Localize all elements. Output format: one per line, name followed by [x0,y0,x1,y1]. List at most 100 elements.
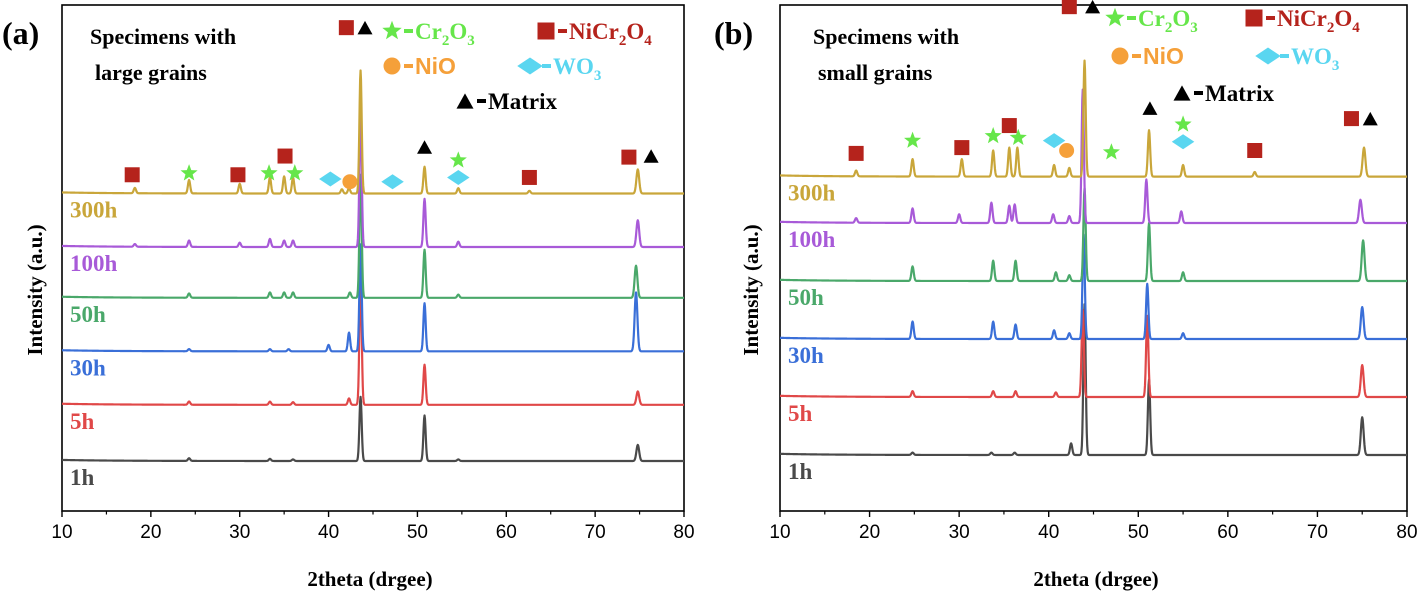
marker-triangle-icon [1085,0,1101,14]
legend-square-icon [1245,9,1263,27]
marker-square-icon [521,169,537,185]
series-line-300h [61,69,685,195]
series-label-30h: 30h [70,355,106,380]
series-label-1h: 1h [70,465,95,490]
legend-dash [404,29,413,33]
marker-square-icon [1343,111,1359,127]
legend-dash [1280,54,1289,58]
panel-b-legend: Cr2O3 NiCr2O4 NiO WO3 Matrix [1105,6,1360,106]
panel-a: (a) Intensity (a.u.) 2theta (drgee) Spec… [2,4,695,591]
panel-b-plot-area: 10 20 30 40 50 60 70 80 1h 5h 30h 50h 100h 300h [769,0,1418,543]
x-tick-label: 10 [769,522,790,543]
series-label-5h: 5h [70,409,95,434]
marker-square-icon [1001,118,1017,134]
marker-diamond-icon [447,169,470,185]
marker-square-icon [954,140,970,156]
legend-circle-icon [383,57,401,75]
series-label-30h: 30h [788,343,824,368]
marker-circle-icon [1059,143,1075,158]
legend-dash [1266,16,1275,20]
series-line-30h [779,233,1408,341]
marker-star-icon [984,127,1002,144]
series-label-300h: 300h [70,198,118,223]
legend-diamond-icon [1255,47,1281,65]
x-tick-label: 50 [407,522,428,543]
legend-label-diamond: WO3 [1291,44,1339,74]
series-line-100h [61,106,685,249]
panel-b-title-line2: small grains [818,60,933,85]
series-line-50h [779,187,1408,283]
x-tick-label: 30 [949,522,970,543]
marker-square-icon [848,145,864,161]
marker-square-icon [230,167,246,183]
legend-label-star: Cr2O3 [1138,6,1198,36]
x-tick-label: 20 [859,522,880,543]
marker-triangle-icon [1362,111,1378,126]
series-line-100h [779,88,1408,225]
panel-a-plot-area: 10 20 30 40 50 60 70 80 1h 5h 30h 50h 100h 300h [51,4,695,543]
legend-dash [1127,16,1136,20]
legend-triangle-icon [456,93,474,109]
legend-label-diamond: WO3 [553,54,601,84]
legend-label-square: NiCr2O4 [1277,6,1360,36]
x-tick-label: 70 [585,522,606,543]
x-tick-label: 40 [1038,522,1059,543]
marker-diamond-icon [319,171,342,187]
marker-triangle-icon [417,140,433,154]
marker-circle-icon [342,174,358,190]
marker-triangle-icon [1142,101,1158,115]
legend-star-icon [1105,7,1125,27]
marker-triangle-icon [643,149,659,163]
panel-b-xlabel: 2theta (drgee) [1033,567,1158,591]
legend-dash [542,64,551,68]
legend-label-square: NiCr2O4 [569,19,652,49]
marker-star-icon [904,131,922,148]
x-tick-label: 60 [496,522,517,543]
marker-diamond-icon [381,174,404,190]
x-tick-label: 30 [229,522,250,543]
marker-triangle-icon [357,20,373,35]
x-tick-label: 50 [1128,522,1149,543]
legend-dash [404,64,413,68]
series-label-50h: 50h [70,302,106,327]
marker-square-icon [124,167,140,183]
legend-label-triangle: Matrix [1205,81,1274,106]
legend-circle-icon [1111,47,1129,65]
marker-star-icon [260,164,278,181]
marker-star-icon [1174,115,1192,132]
series-label-300h: 300h [788,181,836,206]
panel-a-label: (a) [2,15,39,51]
series-label-100h: 100h [70,251,118,276]
legend-label-circle: NiO [415,53,456,79]
x-tick-label: 80 [1396,522,1417,543]
x-tick-label: 20 [140,522,161,543]
series-line-30h [61,243,685,353]
series-line-5h [61,275,685,406]
panel-a-xlabel: 2theta (drgee) [307,567,432,591]
marker-square-icon [621,149,637,165]
x-tick-label: 80 [673,522,694,543]
panel-b-ylabel: Intensity (a.u.) [739,224,763,355]
marker-square-icon [1061,0,1077,15]
legend-triangle-icon [1173,85,1191,101]
legend-square-icon [537,22,555,40]
series-line-5h [779,308,1408,399]
series-label-50h: 50h [788,285,824,310]
series-label-100h: 100h [788,227,836,252]
legend-dash [1194,91,1203,95]
panel-b: (b) Intensity (a.u.) 2theta (drgee) Spec… [714,0,1418,591]
panel-a-title-line1: Specimens with [90,24,236,49]
marker-star-icon [180,164,198,181]
legend-label-star: Cr2O3 [415,19,475,49]
marker-star-icon [1009,128,1027,146]
legend-label-triangle: Matrix [488,89,557,114]
panel-a-ylabel: Intensity (a.u.) [23,224,47,355]
marker-star-icon [286,164,304,181]
panel-a-title-line2: large grains [95,60,207,85]
marker-star-icon [1102,143,1120,160]
marker-diamond-icon [1171,134,1195,150]
panel-b-label: (b) [714,15,753,51]
legend-diamond-icon [517,57,543,75]
